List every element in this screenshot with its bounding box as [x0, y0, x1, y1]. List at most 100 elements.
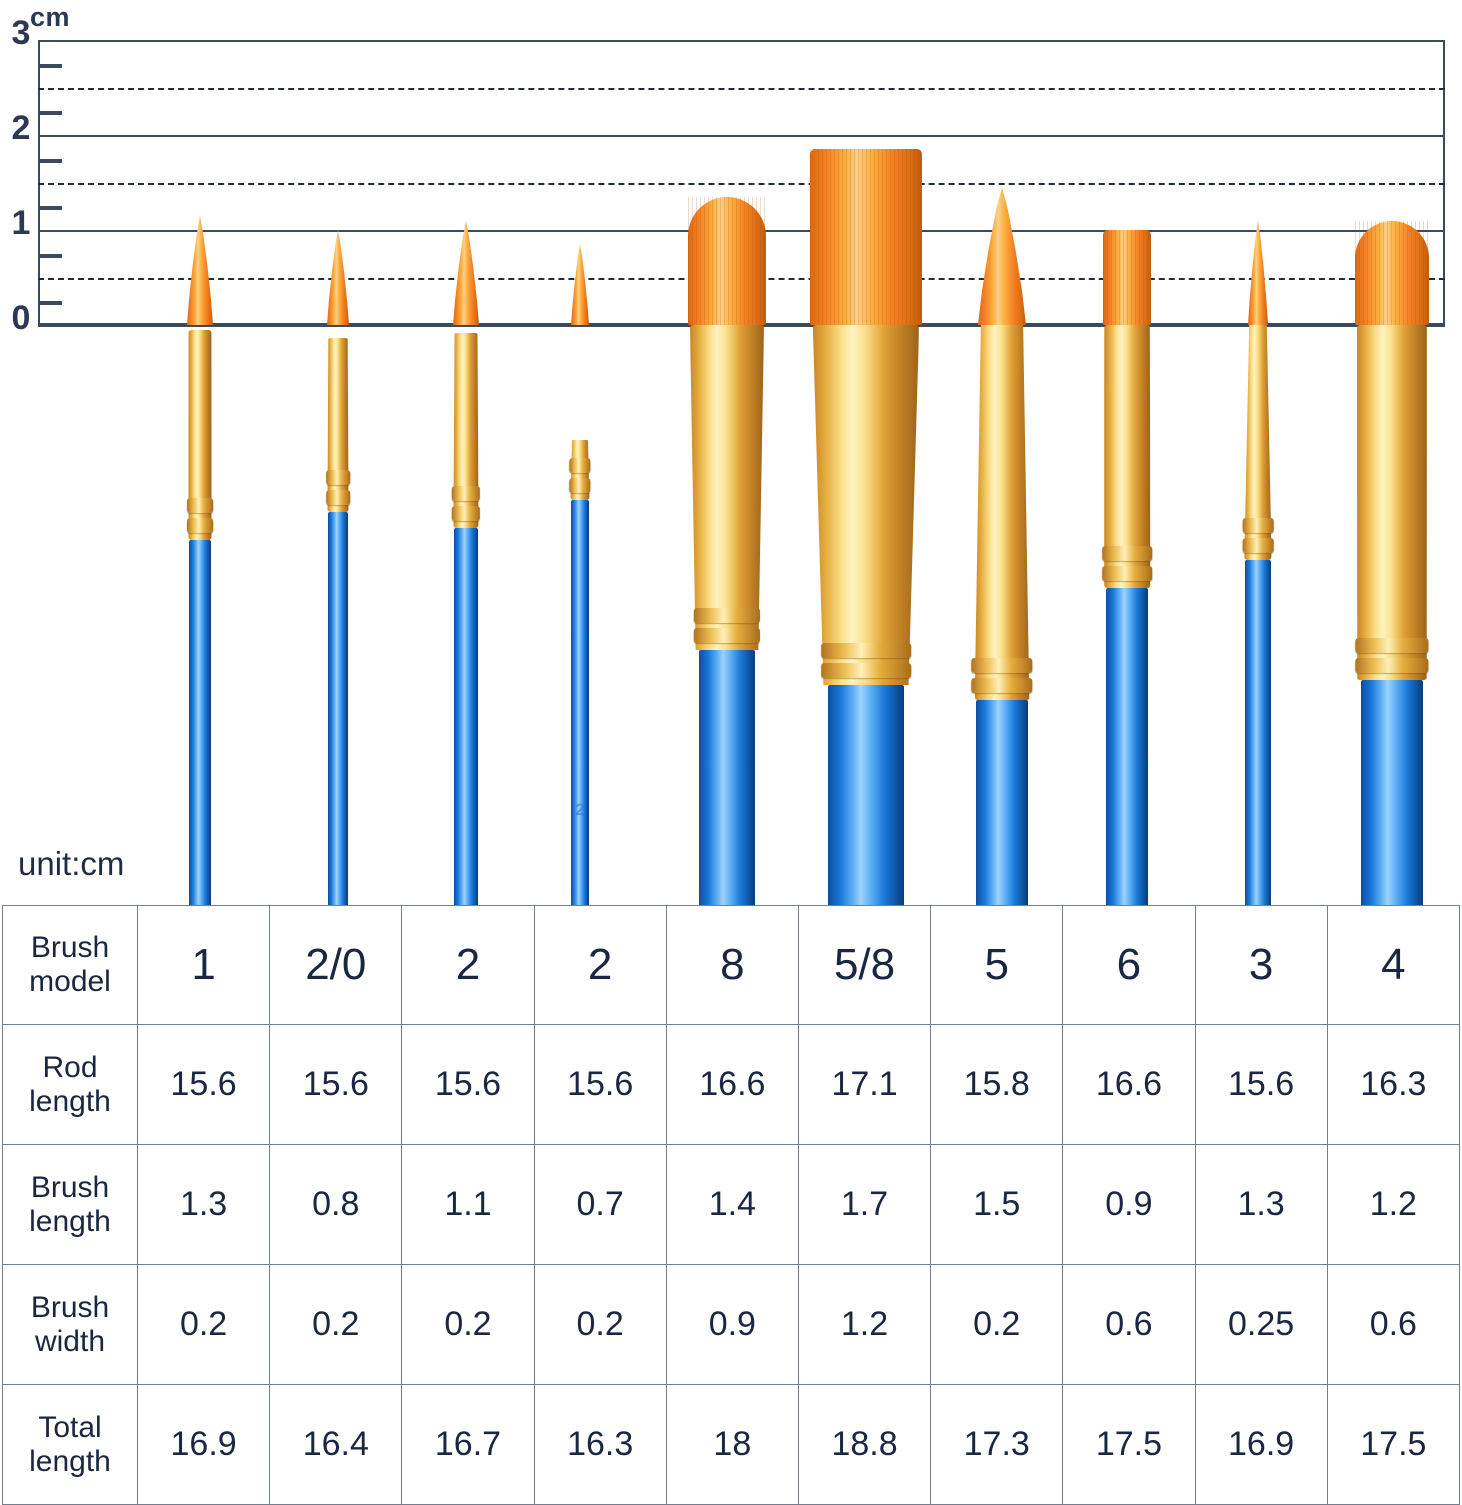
ruler-label-3: 3 [11, 14, 31, 52]
cell-model-col4: 2 [533, 905, 667, 1025]
cell-brush-width-col4: 0.2 [533, 1264, 667, 1385]
ferrule-crimp-ring [326, 470, 350, 485]
brush-5 [657, 0, 797, 905]
cell-total-length-col5: 18 [665, 1384, 799, 1505]
cell-model-col10: 4 [1326, 905, 1461, 1025]
ferrule-crimp-ring [569, 458, 591, 473]
brush-illustration-group: 2 [187, 0, 1429, 905]
table-row-rod-length: Rod length 15.6 15.6 15.6 15.6 16.6 17.1 15.8 16… [2, 1024, 1461, 1145]
ferrule-crimp-ring [971, 678, 1033, 693]
cell-model-col2: 2/0 [269, 905, 403, 1025]
cell-model-col9: 3 [1194, 905, 1328, 1025]
cell-total-length-col10: 17.5 [1326, 1384, 1461, 1505]
table-row-total-length: Total length 16.9 16.4 16.7 16.3 18 18.8 17.3 17… [2, 1384, 1461, 1505]
cell-brush-length-col6: 1.7 [797, 1144, 932, 1265]
cell-brush-length-col4: 0.7 [533, 1144, 667, 1265]
brush-handle [1106, 588, 1148, 905]
cell-brush-width-col8: 0.6 [1062, 1264, 1196, 1385]
cell-rod-length-col3: 15.6 [401, 1024, 535, 1145]
ferrule-crimp-ring [326, 490, 350, 505]
cell-total-length-col2: 16.4 [269, 1384, 403, 1505]
brush-head-round-pointed [187, 215, 213, 325]
row-label-line: length [29, 1084, 111, 1118]
cell-brush-width-col2: 0.2 [269, 1264, 403, 1385]
cell-model-col7: 5 [930, 905, 1064, 1025]
cell-brush-length-col5: 1.4 [665, 1144, 799, 1265]
row-label-line: Total [38, 1410, 102, 1444]
bristle-texture [688, 196, 766, 325]
brush-ferrule [1356, 325, 1428, 680]
cell-rod-length-col6: 17.1 [797, 1024, 932, 1145]
brush-ferrule [188, 330, 212, 540]
cell-rod-length-col9: 15.6 [1194, 1024, 1328, 1145]
cell-total-length-col1: 16.9 [136, 1384, 271, 1505]
row-label-line: length [29, 1204, 111, 1238]
cell-brush-width-col6: 1.2 [797, 1264, 932, 1385]
cell-brush-width-col1: 0.2 [136, 1264, 271, 1385]
cell-model-col5: 8 [665, 905, 799, 1025]
row-label-line: Brush [30, 1290, 110, 1324]
cell-brush-length-col3: 1.1 [401, 1144, 535, 1265]
row-label-line: length [29, 1444, 111, 1478]
specification-table: Brush model 1 2/0 2 2 8 5/8 5 6 3 4 Rod length 15.6… [2, 905, 1461, 1505]
ferrule-crimp-ring [821, 663, 911, 678]
brush-4: 2 [510, 0, 650, 905]
cell-rod-length-col1: 15.6 [136, 1024, 271, 1145]
brush-handle [328, 512, 348, 905]
brush-8 [1057, 0, 1197, 905]
bristle-texture [1355, 220, 1429, 325]
ferrule-crimp-ring [1355, 638, 1429, 653]
cell-brush-width-col5: 0.9 [665, 1264, 799, 1385]
cell-model-col8: 6 [1062, 905, 1196, 1025]
cell-model-col6: 5/8 [797, 905, 932, 1025]
cell-rod-length-col7: 15.8 [930, 1024, 1064, 1145]
ferrule-crimp-ring [569, 478, 591, 493]
table-row-brush-width: Brush width 0.2 0.2 0.2 0.2 0.9 1.2 0.2 0.6 0.25 0… [2, 1264, 1461, 1385]
cell-rod-length-col8: 16.6 [1062, 1024, 1196, 1145]
handle-model-mark: 2 [575, 800, 585, 819]
brush-9 [1188, 0, 1328, 905]
ferrule-crimp-ring [451, 506, 481, 521]
ferrule-crimp-ring [1242, 538, 1274, 553]
ruler-label-1: 1 [11, 204, 31, 242]
cell-model-col1: 1 [136, 905, 271, 1025]
row-label-line: Brush [30, 1170, 110, 1204]
ruler-half-line-1.5 [38, 182, 1445, 185]
ruler-major-line-3 [38, 40, 1445, 42]
bristle-texture [1103, 230, 1151, 325]
brush-head-round-pointed [1248, 220, 1268, 325]
row-label-rod-length: Rod length [2, 1024, 138, 1145]
brush-handle [699, 650, 755, 905]
unit-note: unit:cm [12, 845, 131, 883]
brush-handle [189, 540, 211, 905]
cell-brush-length-col2: 0.8 [269, 1144, 403, 1265]
cell-brush-width-col7: 0.2 [930, 1264, 1064, 1385]
row-label-total-length: Total length [2, 1384, 138, 1505]
ferrule-crimp-ring [451, 486, 481, 501]
brush-head-round-pointed [327, 230, 349, 325]
ferrule-crimp-ring [187, 518, 213, 533]
brush-handle [1245, 560, 1271, 905]
cell-total-length-col8: 17.5 [1062, 1384, 1196, 1505]
brush-head-round-pointed [978, 187, 1026, 325]
cell-total-length-col7: 17.3 [930, 1384, 1064, 1505]
cell-brush-length-col9: 1.3 [1194, 1144, 1328, 1265]
cell-rod-length-col5: 16.6 [665, 1024, 799, 1145]
brush-ferrule [327, 338, 349, 512]
ruler-minor-tick-2.75 [40, 63, 62, 68]
brush-handle [1361, 680, 1423, 905]
row-label-line: model [29, 965, 111, 998]
ferrule-crimp-ring [693, 628, 761, 643]
cell-rod-length-col4: 15.6 [533, 1024, 667, 1145]
ferrule-crimp-ring [971, 658, 1033, 673]
row-label-brush-width: Brush width [2, 1264, 138, 1385]
ferrule-crimp-ring [1355, 658, 1429, 673]
cell-brush-width-col9: 0.25 [1194, 1264, 1328, 1385]
brush-ferrule [1104, 325, 1150, 588]
brush-head-round-pointed [453, 220, 479, 325]
row-label-brush-model: Brush model [2, 905, 138, 1025]
cell-brush-width-col10: 0.6 [1326, 1264, 1461, 1385]
cell-total-length-col9: 16.9 [1194, 1384, 1328, 1505]
brush-7 [932, 0, 1072, 905]
cell-rod-length-col2: 15.6 [269, 1024, 403, 1145]
